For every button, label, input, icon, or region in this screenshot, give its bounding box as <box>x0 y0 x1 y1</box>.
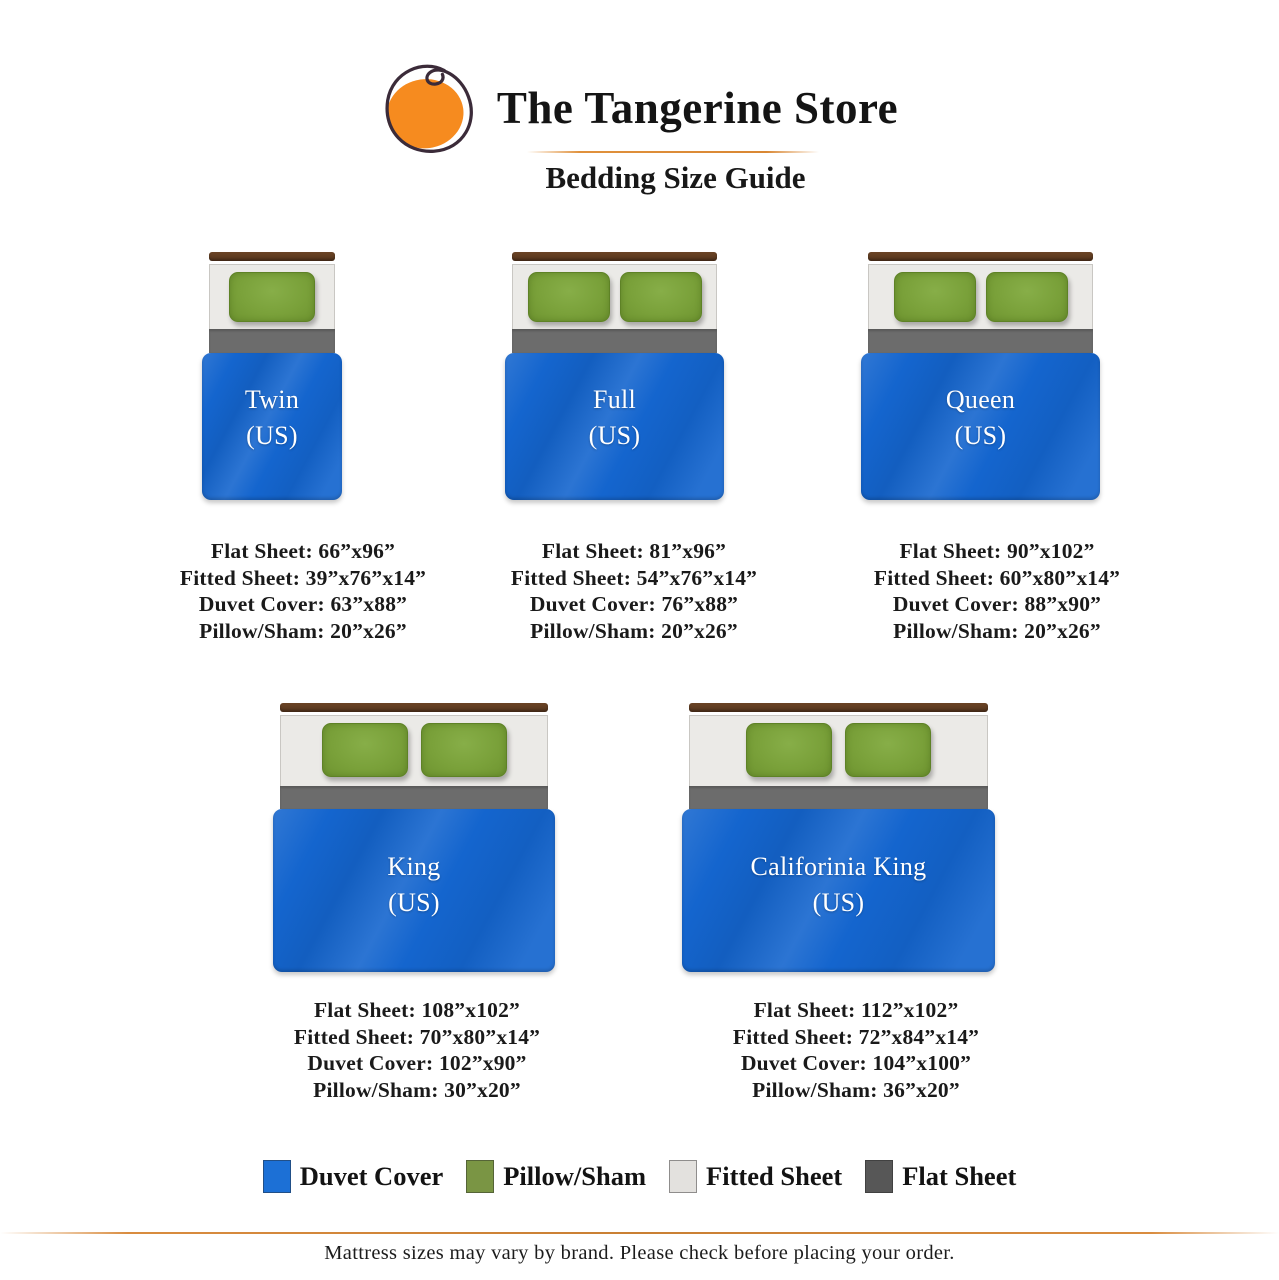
bed-name: Califorinia King <box>750 852 927 881</box>
bed-diagram-king: King (US) <box>273 703 555 972</box>
spec-flat-sheet: Flat Sheet: 108”x102” <box>313 998 521 1022</box>
bed-label: Twin (US) <box>202 353 342 454</box>
spec-duvet-cover: Duvet Cover: 102”x90” <box>307 1051 527 1075</box>
pillow-icon <box>229 272 315 322</box>
spec-fitted-sheet: Fitted Sheet: 60”x80”x14” <box>873 565 1121 590</box>
legend-label: Flat Sheet <box>902 1161 1017 1191</box>
flat-sheet-band <box>868 329 1093 353</box>
spec-duvet-cover: Duvet Cover: 63”x88” <box>198 592 408 616</box>
legend-item-flat-sheet: Flat Sheet <box>865 1160 1016 1193</box>
pillow-icon <box>845 723 931 777</box>
legend-label: Pillow/Sham <box>503 1161 647 1191</box>
spec-duvet-cover: Duvet Cover: 88”x90” <box>892 592 1102 616</box>
fitted-sheet-swatch <box>669 1160 698 1193</box>
duvet-cover: Full (US) <box>505 353 724 500</box>
headboard <box>689 703 988 712</box>
spec-pillow-sham: Pillow/Sham: 36”x20” <box>752 1077 960 1102</box>
pillow-icon <box>420 723 507 777</box>
fitted-sheet-area <box>512 264 717 329</box>
duvet-cover: Queen (US) <box>861 353 1100 500</box>
pillow-sham-swatch <box>466 1160 495 1193</box>
bed-region: (US) <box>388 888 440 917</box>
legend-item-pillow-sham: Pillow/Sham <box>466 1160 646 1193</box>
header: The Tangerine Store <box>0 60 1279 156</box>
duvet-cover: King (US) <box>273 809 555 972</box>
spec-flat-sheet: Flat Sheet: 112”x102” <box>753 998 959 1022</box>
bed-label: Califorinia King (US) <box>682 809 995 921</box>
bed-specs-king: Flat Sheet: 108”x102” Fitted Sheet: 70”x… <box>247 997 587 1103</box>
pillow-icon <box>985 272 1068 322</box>
spec-pillow-sham: Pillow/Sham: 20”x26” <box>530 618 738 643</box>
legend-item-duvet-cover: Duvet Cover <box>262 1160 444 1193</box>
spec-fitted-sheet: Fitted Sheet: 39”x76”x14” <box>179 565 427 590</box>
bed-region: (US) <box>246 421 298 450</box>
bed-region: (US) <box>812 888 865 917</box>
headboard <box>868 252 1093 261</box>
bed-name: Queen <box>945 385 1016 414</box>
page-subtitle: Bedding Size Guide <box>545 160 806 195</box>
headboard <box>280 703 548 712</box>
bed-specs-california-king: Flat Sheet: 112”x102” Fitted Sheet: 72”x… <box>686 997 1026 1103</box>
spec-fitted-sheet: Fitted Sheet: 54”x76”x14” <box>510 565 758 590</box>
spec-duvet-cover: Duvet Cover: 104”x100” <box>740 1051 972 1075</box>
spec-flat-sheet: Flat Sheet: 90”x102” <box>899 539 1095 563</box>
bed-region: (US) <box>954 421 1007 450</box>
spec-fitted-sheet: Fitted Sheet: 70”x80”x14” <box>293 1024 541 1049</box>
bed-specs-queen: Flat Sheet: 90”x102” Fitted Sheet: 60”x8… <box>827 538 1167 644</box>
bed-label: King (US) <box>273 809 555 921</box>
headboard <box>512 252 717 261</box>
bed-name: Twin <box>244 385 300 414</box>
pillow-icon <box>893 272 976 322</box>
fitted-sheet-area <box>209 264 335 329</box>
legend-label: Duvet Cover <box>299 1161 444 1191</box>
store-name: The Tangerine Store <box>496 83 899 133</box>
flat-sheet-band <box>689 786 988 809</box>
flat-sheet-band <box>512 329 717 353</box>
bed-diagram-twin: Twin (US) <box>202 252 342 500</box>
flat-sheet-band <box>280 786 548 809</box>
fitted-sheet-area <box>280 715 548 786</box>
duvet-cover: Twin (US) <box>202 353 342 500</box>
bed-diagram-california-king: Califorinia King (US) <box>682 703 995 972</box>
flat-sheet-swatch <box>865 1160 894 1193</box>
bed-region: (US) <box>588 421 641 450</box>
fitted-sheet-area <box>689 715 988 786</box>
pillow-icon <box>321 723 408 777</box>
legend: Duvet Cover Pillow/Sham Fitted Sheet Fla… <box>0 1160 1279 1193</box>
spec-flat-sheet: Flat Sheet: 81”x96” <box>541 539 727 563</box>
spec-pillow-sham: Pillow/Sham: 20”x26” <box>893 618 1101 643</box>
bed-name: King <box>387 852 441 881</box>
bed-label: Full (US) <box>505 353 724 454</box>
title-divider <box>527 151 819 153</box>
spec-pillow-sham: Pillow/Sham: 20”x26” <box>199 618 407 643</box>
bed-specs-full: Flat Sheet: 81”x96” Fitted Sheet: 54”x76… <box>464 538 804 644</box>
pillow-icon <box>746 723 832 777</box>
duvet-cover: Califorinia King (US) <box>682 809 995 972</box>
bed-name: Full <box>592 385 637 414</box>
flat-sheet-band <box>209 329 335 353</box>
pillow-icon <box>619 272 702 322</box>
legend-label: Fitted Sheet <box>706 1161 843 1191</box>
spec-flat-sheet: Flat Sheet: 66”x96” <box>210 539 396 563</box>
tangerine-logo-icon <box>385 64 473 153</box>
headboard <box>209 252 335 261</box>
footer-note: Mattress sizes may vary by brand. Please… <box>324 1242 955 1264</box>
pillow-icon <box>527 272 610 322</box>
bed-specs-twin: Flat Sheet: 66”x96” Fitted Sheet: 39”x76… <box>133 538 473 644</box>
spec-pillow-sham: Pillow/Sham: 30”x20” <box>313 1077 521 1102</box>
bed-diagram-full: Full (US) <box>505 252 724 500</box>
spec-duvet-cover: Duvet Cover: 76”x88” <box>529 592 739 616</box>
duvet-cover-swatch <box>262 1160 291 1193</box>
bed-diagram-queen: Queen (US) <box>861 252 1100 500</box>
fitted-sheet-area <box>868 264 1093 329</box>
bed-label: Queen (US) <box>861 353 1100 454</box>
footer-divider <box>0 1232 1279 1234</box>
legend-item-fitted-sheet: Fitted Sheet <box>669 1160 842 1193</box>
spec-fitted-sheet: Fitted Sheet: 72”x84”x14” <box>732 1024 980 1049</box>
